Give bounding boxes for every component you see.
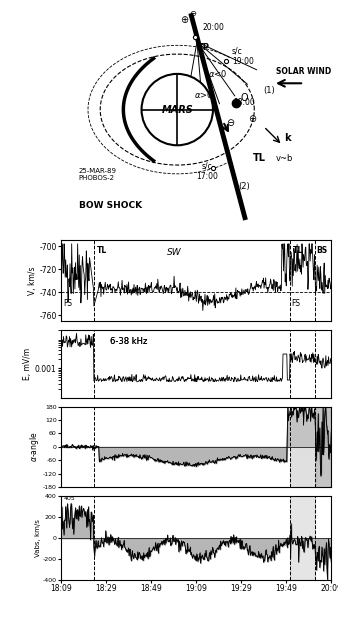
Text: v~b: v~b — [276, 154, 293, 163]
Y-axis label: V, km/s: V, km/s — [27, 266, 37, 295]
Y-axis label: $\alpha$-angle: $\alpha$-angle — [28, 432, 41, 462]
Text: 20:00: 20:00 — [202, 22, 224, 32]
Text: TL: TL — [97, 246, 107, 255]
Text: MARS: MARS — [161, 105, 193, 115]
Text: TL: TL — [252, 154, 265, 163]
Text: s/c
19:00: s/c 19:00 — [232, 46, 254, 66]
Text: $\ominus$: $\ominus$ — [226, 117, 235, 129]
Text: 405: 405 — [64, 497, 75, 502]
Text: s/c
17:00: s/c 17:00 — [196, 161, 218, 181]
Text: $\oplus$: $\oplus$ — [180, 14, 189, 25]
Text: FS: FS — [64, 299, 73, 308]
Text: 25-MAR-89
PHOBOS-2: 25-MAR-89 PHOBOS-2 — [79, 168, 117, 181]
Text: $\alpha$<0: $\alpha$<0 — [208, 67, 227, 79]
Text: SOLAR WIND: SOLAR WIND — [276, 67, 331, 76]
Text: 18:00: 18:00 — [234, 99, 256, 107]
Text: $\alpha$>0: $\alpha$>0 — [194, 89, 213, 100]
Text: O: O — [240, 93, 248, 103]
Text: 6-38 kHz: 6-38 kHz — [110, 337, 147, 346]
Circle shape — [142, 74, 213, 145]
Text: k: k — [284, 132, 291, 143]
Text: $\ominus$: $\ominus$ — [189, 9, 197, 17]
Text: $\oplus$: $\oplus$ — [248, 113, 257, 124]
Text: 6-38 kHz: 6-38 kHz — [110, 337, 147, 346]
Text: BS: BS — [316, 246, 328, 255]
Text: BOW SHOCK: BOW SHOCK — [79, 201, 142, 210]
Text: (1): (1) — [264, 85, 275, 95]
Y-axis label: E, mV/m: E, mV/m — [23, 348, 32, 380]
Text: SW: SW — [167, 248, 182, 257]
Y-axis label: Vabs, km/s: Vabs, km/s — [35, 519, 41, 557]
Text: TP: TP — [198, 44, 210, 52]
Text: TL: TL — [293, 246, 303, 255]
Text: (2): (2) — [238, 182, 250, 192]
Text: FS: FS — [291, 299, 300, 308]
